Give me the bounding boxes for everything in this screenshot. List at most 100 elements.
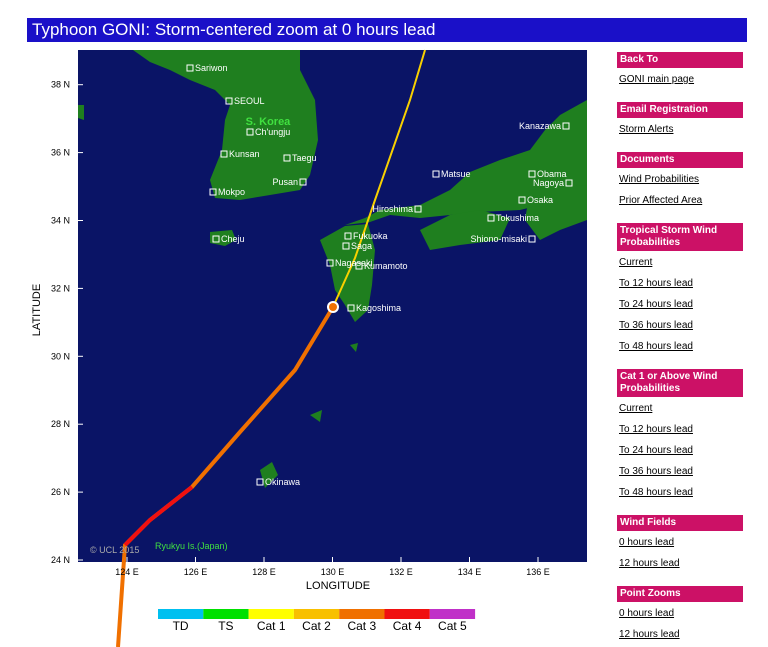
city-label: Kanazawa <box>519 121 561 131</box>
x-tick-label: 136 E <box>526 567 550 577</box>
nav-link[interactable]: To 12 hours lead <box>619 424 693 435</box>
y-tick-label: 36 N <box>51 148 70 158</box>
nav-link[interactable]: Wind Probabilities <box>619 174 700 185</box>
nav-link[interactable]: GONI main page <box>619 74 695 85</box>
y-tick-label: 38 N <box>51 80 70 90</box>
city-label: Taegu <box>292 153 317 163</box>
section-header: Cat 1 or Above Wind Probabilities <box>617 369 743 397</box>
city-marker <box>256 478 264 486</box>
city-label: Mokpo <box>218 187 245 197</box>
nav-link[interactable]: Current <box>619 257 653 268</box>
nav-link[interactable]: 0 hours lead <box>619 608 675 619</box>
city-label: Cheju <box>221 234 245 244</box>
y-tick-label: 30 N <box>51 351 70 361</box>
city-label: Tokushima <box>496 213 539 223</box>
city-marker <box>326 259 334 267</box>
y-tick-label: 32 N <box>51 283 70 293</box>
city-label: Kumamoto <box>364 261 408 271</box>
legend-swatch <box>293 609 340 619</box>
sidebar: Back To GONI main page Email Registration S… <box>617 52 743 644</box>
city-marker <box>246 128 254 136</box>
city-marker <box>299 178 307 186</box>
city-marker <box>347 304 355 312</box>
copyright: © UCL 2015 <box>90 545 139 555</box>
city-label: Hiroshima <box>372 204 413 214</box>
legend-label: Cat 4 <box>393 619 422 633</box>
city-label: Obama <box>537 169 567 179</box>
city-label: Sariwon <box>195 63 228 73</box>
nav-link[interactable]: To 24 hours lead <box>619 299 693 310</box>
city-marker <box>528 170 536 178</box>
city-label: Kunsan <box>229 149 260 159</box>
legend-label: Cat 5 <box>438 619 467 633</box>
storm-center <box>329 303 337 311</box>
city-label: Matsue <box>441 169 471 179</box>
city-marker <box>562 122 570 130</box>
nav-link[interactable]: To 12 hours lead <box>619 278 693 289</box>
legend-label: Cat 3 <box>347 619 376 633</box>
x-axis-label: LONGITUDE <box>306 580 370 592</box>
city-label: Saga <box>351 241 372 251</box>
city-marker <box>342 242 350 250</box>
legend-swatch <box>429 609 476 619</box>
x-tick-label: 130 E <box>321 567 345 577</box>
city-marker <box>283 154 291 162</box>
city-marker <box>414 205 422 213</box>
y-axis-label: LATITUDE <box>31 284 43 336</box>
nav-link[interactable]: To 36 hours lead <box>619 320 693 331</box>
page-title: Typhoon GONI: Storm-centered zoom at 0 h… <box>27 18 747 42</box>
legend-swatch <box>248 609 294 619</box>
city-label: Osaka <box>527 195 553 205</box>
city-label: Okinawa <box>265 477 300 487</box>
nav-link[interactable]: To 36 hours lead <box>619 466 693 477</box>
nav-link[interactable]: Prior Affected Area <box>619 195 703 206</box>
city-label: Nagoya <box>533 178 564 188</box>
nav-link[interactable]: To 48 hours lead <box>619 341 693 352</box>
y-tick-label: 28 N <box>51 419 70 429</box>
city-label: Pusan <box>272 177 298 187</box>
legend-label: Cat 2 <box>302 619 331 633</box>
city-marker <box>487 214 495 222</box>
legend-label: Cat 1 <box>257 619 286 633</box>
city-marker <box>186 64 194 72</box>
x-tick-label: 126 E <box>184 567 208 577</box>
section-header: Back To <box>617 52 743 68</box>
y-tick-label: 24 N <box>51 555 70 565</box>
section-header: Point Zooms <box>617 586 743 602</box>
city-marker <box>432 170 440 178</box>
nav-link[interactable]: 12 hours lead <box>619 629 680 640</box>
land <box>78 50 587 488</box>
nav-link[interactable]: Current <box>619 403 653 414</box>
city-label: Ch'ungju <box>255 127 290 137</box>
legend-swatch <box>339 609 385 619</box>
x-tick-label: 124 E <box>115 567 139 577</box>
city-marker <box>344 232 352 240</box>
nav-link[interactable]: 0 hours lead <box>619 537 675 548</box>
city-marker <box>225 97 233 105</box>
x-tick-label: 128 E <box>252 567 276 577</box>
section-header: Wind Fields <box>617 515 743 531</box>
y-tick-label: 34 N <box>51 216 70 226</box>
legend-swatch <box>158 609 204 619</box>
legend-label: TD <box>173 619 189 633</box>
region-label: S. Korea <box>246 116 292 128</box>
legend-swatch <box>384 609 430 619</box>
x-tick-label: 132 E <box>389 567 413 577</box>
city-label: Shiono-misaki <box>470 234 527 244</box>
city-label: SEOUL <box>234 96 265 106</box>
nav-link[interactable]: To 48 hours lead <box>619 487 693 498</box>
section-header: Documents <box>617 152 743 168</box>
city-marker <box>220 150 228 158</box>
city-marker <box>528 235 536 243</box>
nav-link[interactable]: 12 hours lead <box>619 558 680 569</box>
city-label: Kagoshima <box>356 303 401 313</box>
city-marker <box>209 188 217 196</box>
city-marker <box>355 262 363 270</box>
nav-link[interactable]: To 24 hours lead <box>619 445 693 456</box>
region-label: Ryukyu Is.(Japan) <box>155 541 228 551</box>
city-marker <box>565 179 573 187</box>
city-label: Nagasaki <box>335 258 373 268</box>
nav-link[interactable]: Storm Alerts <box>619 124 674 135</box>
section-header: Email Registration <box>617 102 743 118</box>
